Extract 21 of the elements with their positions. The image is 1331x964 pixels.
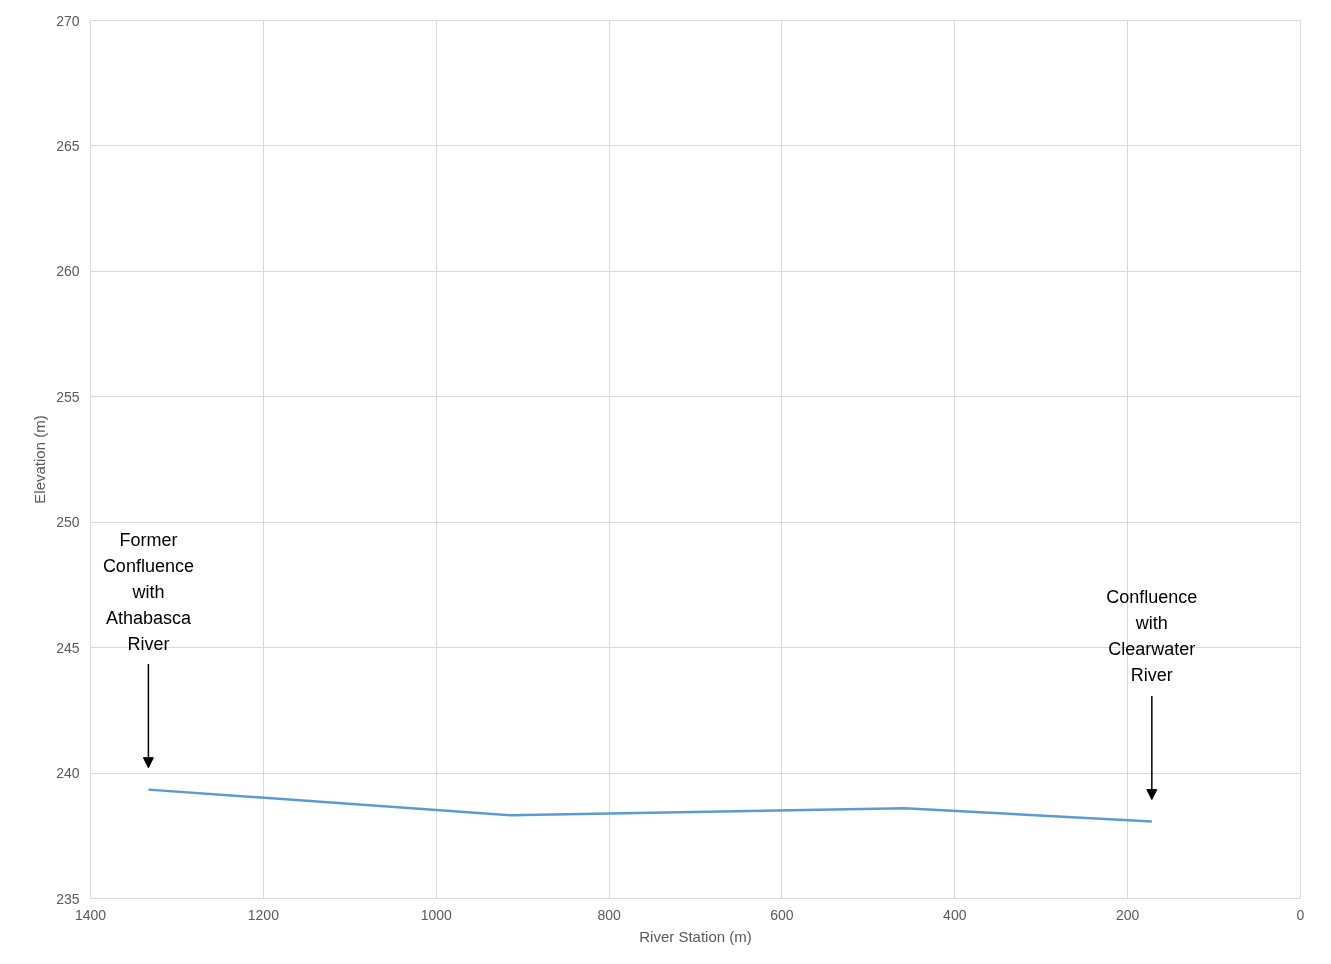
x-tick-label: 1200 (247, 906, 280, 923)
x-tick-label: 1400 (74, 906, 107, 923)
y-tick-label: 255 (56, 388, 80, 405)
annotation: Former Confluence with Athabasca River (102, 529, 194, 654)
x-axis-title: River Station (m) (639, 927, 752, 945)
y-tick-label: 260 (56, 263, 80, 280)
y-tick-label: 265 (56, 137, 80, 154)
x-tick-label: 0 (1296, 906, 1305, 923)
y-tick-label: 250 (56, 514, 80, 531)
x-tick-label: 200 (1115, 906, 1140, 923)
x-tick-label: 600 (770, 906, 794, 923)
line-series (147, 788, 1154, 823)
y-tick-label: 270 (56, 12, 80, 29)
x-tick-label: 400 (943, 906, 967, 923)
x-tick-label: 800 (597, 906, 621, 923)
x-tick-label: 1000 (420, 906, 452, 923)
y-tick-label: 240 (56, 765, 80, 782)
annotation: Confluence with Clearwater River (1106, 587, 1198, 686)
y-tick-label: 245 (56, 639, 80, 656)
y-tick-label: 235 (56, 890, 80, 907)
y-axis-title: Elevation (m) (31, 415, 49, 504)
